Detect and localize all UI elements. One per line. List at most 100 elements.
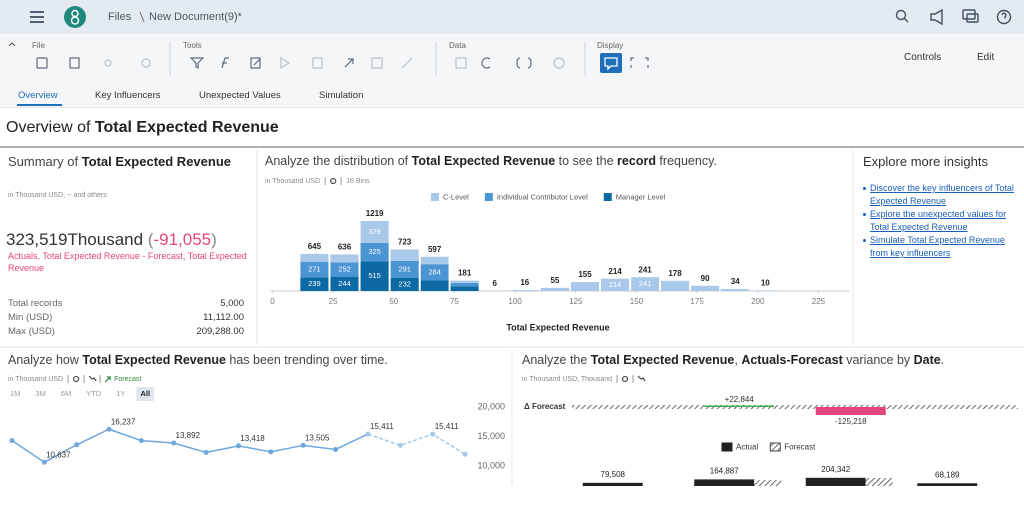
display-button[interactable] <box>600 53 622 73</box>
total-label: 636 <box>338 243 352 252</box>
histogram-segment <box>390 260 419 278</box>
controls-button[interactable]: Controls <box>904 52 942 63</box>
total-label: 723 <box>398 238 412 247</box>
trend-point <box>365 431 371 437</box>
settings-icon <box>329 177 337 185</box>
page-title: Overview of Total Expected Revenue <box>6 119 279 137</box>
forecast-bar <box>754 480 782 486</box>
range-selected <box>136 387 155 401</box>
shell-bar <box>0 0 1024 34</box>
segment-label: 252 <box>338 265 351 274</box>
trend-point <box>203 449 209 455</box>
histogram-segment <box>300 277 329 291</box>
help-button[interactable] <box>996 9 1012 25</box>
total-label: 155 <box>578 270 592 279</box>
range-button[interactable]: 6M <box>61 389 71 398</box>
histogram-segment <box>601 278 630 291</box>
insight-link[interactable]: Discover the key influencers of Total Ex… <box>870 183 1014 206</box>
legend-swatch <box>769 442 781 452</box>
total-label: 178 <box>668 269 682 278</box>
edit-button[interactable]: Edit <box>977 52 995 63</box>
total-label: 34 <box>731 277 740 286</box>
trend-point <box>333 446 339 452</box>
line-plot: 10,637 16,237 13,892 13,418 13,505 15,411 15,4… <box>9 417 468 465</box>
range-button[interactable]: 3M <box>35 389 45 398</box>
insight-link[interactable]: Simulate Total Expected Revenue from key… <box>870 235 1005 258</box>
toolbar-group-label: File <box>32 41 45 50</box>
x-tick-label: 125 <box>569 297 583 306</box>
toolbar-group-label: Tools <box>183 41 202 50</box>
bar-label: 79,508 <box>601 470 626 479</box>
tab[interactable]: Unexpected Values <box>199 90 281 101</box>
histogram-segment <box>330 262 359 277</box>
y-tick-label: 20,000 <box>477 401 505 411</box>
point-label: 10,637 <box>46 450 71 459</box>
tab[interactable]: Simulation <box>319 90 364 101</box>
x-tick-label: 100 <box>508 297 522 306</box>
toolbar <box>0 34 1024 108</box>
title-part: has been trending over time. <box>226 353 388 367</box>
search-button[interactable] <box>895 9 909 23</box>
trend-point <box>300 442 306 448</box>
point-label: 13,892 <box>176 431 201 440</box>
segment-label: 232 <box>398 279 411 288</box>
summary-subtitle: in Thousand USD, -- and others <box>8 192 107 199</box>
segment-label: 379 <box>368 227 381 236</box>
point-label: 13,418 <box>240 434 265 443</box>
range-button[interactable]: 1M <box>10 389 20 398</box>
segment-label: 271 <box>308 264 321 273</box>
feedback-button[interactable] <box>962 9 979 23</box>
menu-button[interactable] <box>30 11 44 23</box>
delta-label: Δ Forecast <box>524 402 566 411</box>
breadcrumb-root[interactable]: Files <box>108 11 132 23</box>
range-button[interactable]: All <box>140 389 150 398</box>
point-label: 15,411 <box>370 422 394 431</box>
title-part: . <box>941 353 944 367</box>
actual-bar <box>805 477 866 486</box>
trend-line <box>11 428 369 464</box>
x-tick-label: 225 <box>812 297 826 306</box>
subtitle: 16 Bins <box>346 178 370 185</box>
delta-bar <box>704 405 775 407</box>
histogram-segment <box>751 290 780 291</box>
title-part: Overview of <box>6 119 95 136</box>
legend-label: Forecast <box>784 443 816 452</box>
trend-icon <box>88 375 97 382</box>
segment-label: 291 <box>398 264 411 273</box>
announce-button[interactable] <box>930 8 943 26</box>
trend-line <box>367 433 466 455</box>
path-separator <box>139 11 145 23</box>
tab[interactable]: Key Influencers <box>95 90 161 101</box>
avatar[interactable] <box>64 6 86 28</box>
segment-label: 241 <box>639 279 652 288</box>
y-tick-label: 15,000 <box>477 431 505 441</box>
x-tick-label: 25 <box>329 297 338 306</box>
title-part: to see the <box>555 154 617 168</box>
histogram-segment <box>390 277 419 291</box>
bullet <box>863 187 866 190</box>
headline-part: ) <box>211 230 217 249</box>
legend-label: Manager Level <box>616 192 666 201</box>
toolbar-icons[interactable] <box>36 57 649 69</box>
histogram-segment <box>360 261 389 291</box>
forecast-icon <box>104 376 111 383</box>
legend-swatch <box>603 193 612 201</box>
range-button[interactable]: YTD <box>86 389 102 398</box>
total-label: 597 <box>428 245 442 254</box>
settings-icon <box>72 375 80 383</box>
x-axis-title: Total Expected Revenue <box>506 322 609 332</box>
tab[interactable]: Overview <box>18 90 58 101</box>
y-tick-label: 10,000 <box>477 460 505 470</box>
histogram-segment <box>660 280 690 291</box>
segment-label: 214 <box>609 280 622 289</box>
x-tick-label: 75 <box>450 297 459 306</box>
range-button[interactable]: 1Y <box>116 389 125 398</box>
insight-link[interactable]: Explore the unexpected values for Total … <box>870 209 1007 232</box>
total-label: 1219 <box>366 209 384 218</box>
trend-point <box>9 438 15 444</box>
collapse-button[interactable] <box>8 42 16 47</box>
histogram-segment <box>330 276 359 291</box>
chart-title: Analyze the Total Expected Revenue, Actu… <box>522 353 944 367</box>
total-label: 55 <box>550 276 559 285</box>
insights-title: Explore more insights <box>863 154 988 169</box>
